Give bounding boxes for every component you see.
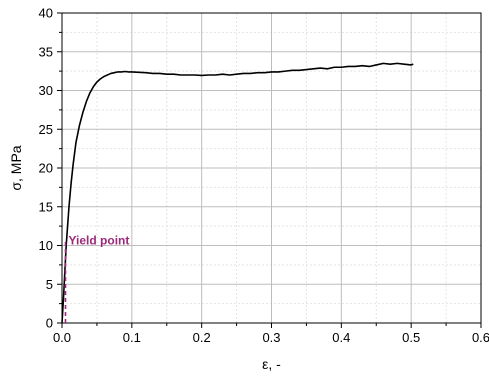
annotation-group: Yield point — [64, 234, 129, 323]
series-group — [61, 62, 414, 324]
x-tick-label: 0.2 — [193, 330, 211, 345]
y-tick-label: 40 — [39, 6, 53, 21]
x-axis-title: ε, - — [262, 356, 281, 372]
y-tick-label: 15 — [39, 199, 53, 214]
x-tick-label: 0.6 — [472, 330, 489, 345]
grid — [62, 13, 481, 323]
x-tick-label: 0.3 — [262, 330, 280, 345]
stress-strain-curve — [61, 62, 414, 324]
y-tick-label: 35 — [39, 44, 53, 59]
yield-point-label: Yield point — [68, 234, 129, 248]
x-tick-label: 0.4 — [332, 330, 350, 345]
y-axis-title: σ, MPa — [8, 145, 24, 190]
y-tick-label: 30 — [39, 83, 53, 98]
y-tick-label: 20 — [39, 161, 53, 176]
y-axis-ticks: 0 5 10 15 20 25 30 35 40 — [39, 6, 62, 331]
y-tick-label: 25 — [39, 122, 53, 137]
x-tick-label: 0.5 — [402, 330, 420, 345]
x-axis-ticks: 0.0 0.1 0.2 0.3 0.4 0.5 0.6 — [53, 323, 489, 345]
x-tick-label: 0.1 — [123, 330, 141, 345]
y-tick-label: 0 — [46, 316, 53, 331]
y-tick-label: 10 — [39, 238, 53, 253]
x-tick-label: 0.0 — [53, 330, 71, 345]
y-tick-label: 5 — [46, 277, 53, 292]
